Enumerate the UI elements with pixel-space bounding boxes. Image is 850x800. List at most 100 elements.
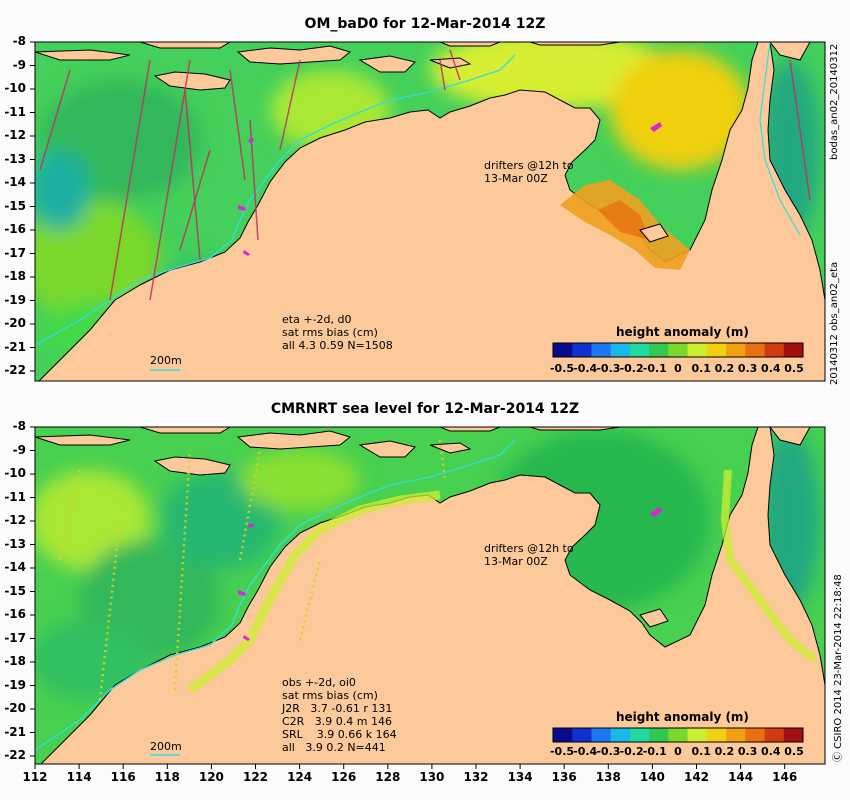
colorbar-swatch	[572, 343, 592, 357]
colorbar-swatch	[706, 343, 727, 357]
lat-tick-label: -16	[4, 607, 26, 621]
lat-tick-label: -12	[4, 128, 26, 142]
lat-tick-label: -13	[4, 536, 26, 551]
lat-tick-label: -10	[4, 81, 26, 95]
lat-tick-label: -8	[12, 34, 26, 48]
lat-tick-label: -16	[4, 222, 26, 236]
lat-tick-label: -8	[12, 419, 26, 433]
panel-top-title: OM_baD0 for 12-Mar-2014 12Z	[304, 16, 546, 32]
top-info-text: eta +-2d, d0 sat rms bias (cm) all 4.3 0…	[282, 313, 393, 352]
colorbar-tick-label: 0	[674, 745, 682, 758]
colorbar-swatch	[629, 728, 650, 742]
top-map	[35, 42, 825, 381]
lat-tick-label: -9	[12, 442, 26, 457]
bottom-info-text: obs +-2d, oi0 sat rms bias (cm) J2R 3.7 …	[282, 676, 397, 754]
lat-tick-label: -12	[4, 513, 26, 527]
lon-tick-label: 142	[683, 770, 710, 784]
colorbar-swatch	[649, 343, 669, 357]
colorbar-tick-label: 0.4	[761, 362, 781, 375]
lat-tick-label: -15	[4, 583, 26, 598]
lon-tick-label: 140	[639, 770, 665, 784]
lat-tick-label: -15	[4, 198, 26, 213]
bottom-map	[35, 427, 825, 764]
colorbar-top-title: height anomaly (m)	[616, 325, 749, 339]
lat-tick-label: -9	[12, 57, 26, 72]
colorbar-tick-label: 0.3	[737, 362, 758, 375]
colorbar-bottom-title: height anomaly (m)	[616, 710, 749, 724]
colorbar-frame	[552, 727, 804, 743]
lat-tick-label: -18	[4, 269, 26, 283]
colorbar-tick-label: -0.2	[619, 362, 644, 375]
bottom-scale-label: 200m	[150, 740, 182, 753]
bottom-drifter-note: drifters @12h to 13-Mar 00Z	[484, 542, 574, 568]
colorbar-tick-label: -0.4	[573, 745, 598, 758]
lat-tick-label: -21	[4, 339, 26, 354]
colorbar-swatch	[783, 343, 804, 357]
top-scale-label: 200m	[150, 354, 182, 367]
colorbar-tick-label: 0.1	[691, 362, 711, 375]
lat-tick-label: -17	[4, 630, 26, 645]
lon-tick-label: 120	[198, 770, 224, 784]
lon-tick-label: 112	[22, 770, 48, 784]
lat-tick-label: -20	[4, 701, 26, 715]
colorbar-swatch	[726, 343, 746, 357]
colorbar-tick-label: -0.3	[596, 745, 621, 758]
lat-tick-label: -19	[4, 677, 26, 692]
colorbar-tick-label: -0.5	[549, 362, 575, 375]
colorbar-swatch	[553, 728, 573, 742]
colorbar-tick-label: 0.5	[784, 745, 804, 758]
lon-tick-label: 116	[110, 770, 136, 784]
lon-tick-label: 132	[463, 770, 489, 784]
colorbar-swatch	[553, 343, 573, 357]
colorbar-swatch	[764, 728, 785, 742]
colorbar-swatch	[610, 728, 631, 742]
colorbar-frame	[552, 342, 804, 358]
colorbar-swatch	[687, 728, 708, 742]
lon-tick-label: 130	[419, 770, 445, 784]
lat-tick-label: -18	[4, 654, 26, 668]
lat-tick-label: -13	[4, 151, 26, 166]
colorbar-swatch	[783, 728, 804, 742]
lon-tick-label: 114	[66, 770, 92, 784]
lat-tick-label: -17	[4, 245, 26, 260]
lon-tick-label: 134	[507, 770, 533, 784]
colorbar-swatch	[687, 343, 708, 357]
lon-tick-label: 124	[287, 770, 313, 784]
top-drifter-note: drifters @12h to 13-Mar 00Z	[484, 159, 574, 185]
colorbar-tick-label: -0.3	[596, 362, 621, 375]
colorbar-swatch	[668, 728, 689, 742]
colorbar-swatch	[591, 343, 612, 357]
colorbar-swatch	[745, 343, 766, 357]
colorbar-tick-label: -0.1	[642, 362, 667, 375]
lat-tick-label: -14	[4, 560, 26, 574]
colorbar-swatch	[629, 343, 650, 357]
lon-tick-label: 122	[242, 770, 269, 784]
lat-tick-label: -22	[4, 363, 26, 377]
colorbar-tick-label: 0.2	[714, 362, 735, 375]
colorbar-tick-label: 0.3	[737, 745, 758, 758]
colorbar-swatch	[668, 343, 689, 357]
colorbar-swatch	[610, 343, 631, 357]
colorbar-tick-label: 0.4	[761, 745, 781, 758]
lat-tick-label: -19	[4, 292, 26, 307]
colorbar-tick-label: -0.1	[642, 745, 667, 758]
lat-tick-label: -10	[4, 466, 26, 480]
colorbar-swatch	[572, 728, 592, 742]
colorbar-tick-label: -0.5	[549, 745, 575, 758]
colorbar-tick-label: -0.2	[619, 745, 644, 758]
lat-tick-label: -20	[4, 316, 26, 330]
colorbar-tick-label: 0.1	[691, 745, 711, 758]
lon-tick-label: 128	[375, 770, 401, 784]
colorbar-swatch	[591, 728, 612, 742]
side-label-top-2: 20140312 obs_an02_eta	[829, 261, 840, 385]
lat-tick-label: -14	[4, 175, 26, 189]
lat-tick-label: -11	[4, 104, 26, 119]
panel-bottom-title: CMRNRT sea level for 12-Mar-2014 12Z	[270, 401, 580, 417]
lat-tick-label: -21	[4, 724, 26, 739]
lon-tick-label: 144	[728, 770, 754, 784]
lon-tick-label: 126	[331, 770, 357, 784]
colorbar-tick-label: 0.2	[714, 745, 735, 758]
colorbar-swatch	[745, 728, 766, 742]
colorbar-tick-label: -0.4	[573, 362, 598, 375]
